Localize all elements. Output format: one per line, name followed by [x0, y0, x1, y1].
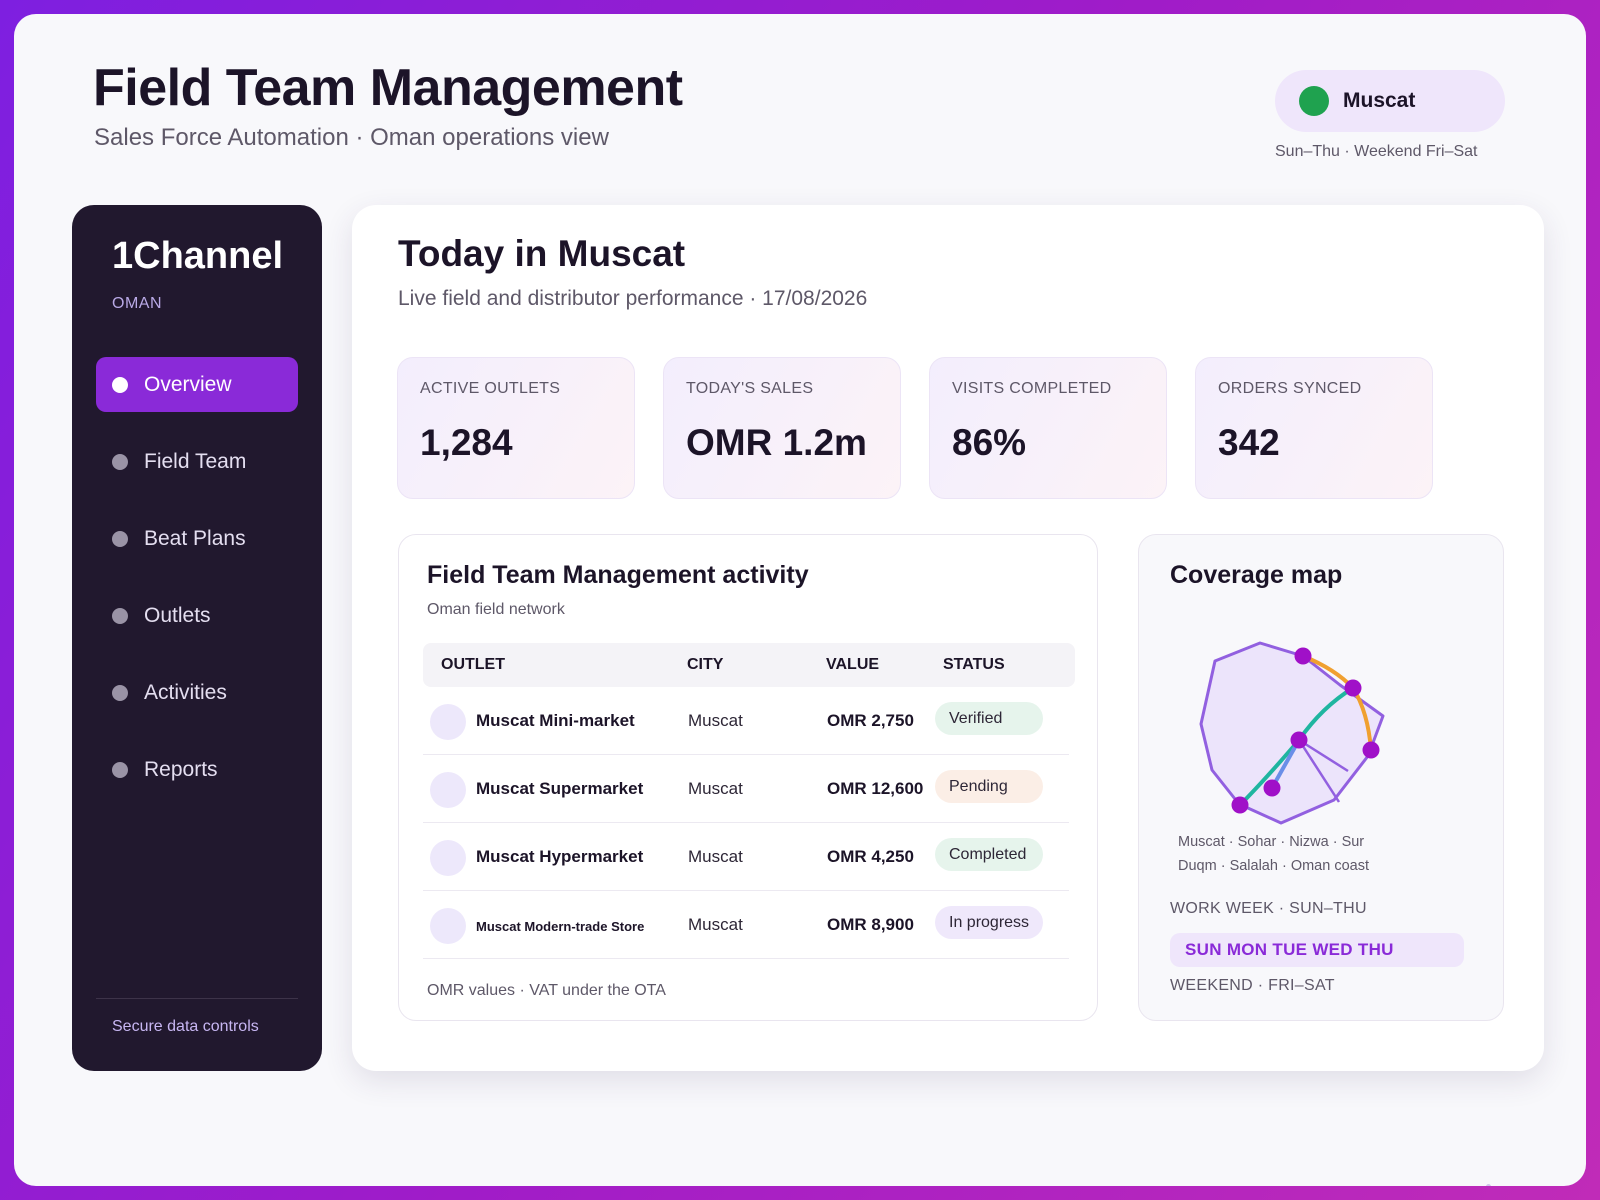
main-title: Today in Muscat	[398, 233, 686, 274]
map-node	[1362, 741, 1380, 759]
map-node	[1290, 731, 1308, 749]
outlet-value: OMR 12,600	[827, 779, 924, 798]
sidebar-item-label: Reports	[144, 757, 218, 781]
sidebar-item-outlets[interactable]: Outlets	[96, 588, 298, 643]
activity-subtitle: Oman field network	[427, 601, 565, 618]
coverage-card: Coverage map Muscat · Sohar · Nizwa · Su…	[1138, 534, 1504, 1021]
avatar	[430, 704, 466, 740]
weekend-label: WEEKEND · FRI–SAT	[1170, 977, 1335, 994]
region-note: Sun–Thu · Weekend Fri–Sat	[1275, 143, 1478, 160]
outlet-value: OMR 8,900	[827, 915, 914, 934]
coverage-map[interactable]	[1139, 535, 1505, 835]
kpi-card-visits-completed: VISITS COMPLETED 86%	[929, 357, 1167, 499]
outlet-name: Muscat Hypermarket	[476, 847, 644, 866]
kpi-value: 86%	[952, 422, 1027, 463]
bullet-icon	[112, 761, 128, 778]
map-node	[1344, 679, 1362, 697]
sidebar-item-reports[interactable]: Reports	[96, 742, 298, 797]
outlet-name: Muscat Mini-market	[476, 711, 635, 730]
status-badge: Completed	[935, 838, 1043, 871]
kpi-card-active-outlets: ACTIVE OUTLETS 1,284	[397, 357, 635, 499]
sidebar-item-field-team[interactable]: Field Team	[96, 434, 298, 489]
map-node	[1294, 647, 1312, 665]
status-dot-icon	[1299, 86, 1329, 116]
bullet-icon	[112, 684, 128, 701]
region-name: Muscat	[1343, 89, 1416, 112]
sidebar-item-overview[interactable]: Overview	[96, 357, 298, 412]
outlet-name: Muscat Modern-trade Store	[476, 919, 645, 934]
kpi-value: 342	[1218, 422, 1280, 463]
outlet-city: Muscat	[688, 847, 743, 866]
work-week-label: WORK WEEK · SUN–THU	[1170, 900, 1367, 917]
outlet-city: Muscat	[688, 779, 743, 798]
outlet-value: OMR 4,250	[827, 847, 914, 866]
page-title: Field Team Management	[93, 59, 683, 117]
table-header: OUTLET CITY VALUE STATUS	[423, 643, 1075, 687]
main-panel: Today in Muscat Live field and distribut…	[352, 205, 1544, 1071]
avatar	[430, 840, 466, 876]
page-subtitle: Sales Force Automation · Oman operations…	[94, 124, 609, 151]
avatar	[430, 908, 466, 944]
coverage-cities: Muscat · Sohar · Nizwa · Sur Duqm · Sala…	[1178, 830, 1438, 878]
bullet-icon	[112, 530, 128, 547]
sidebar-item-beat-plans[interactable]: Beat Plans	[96, 511, 298, 566]
avatar	[430, 772, 466, 808]
route-blue	[1270, 739, 1301, 789]
brand-country: OMAN	[112, 295, 162, 312]
sidebar-divider	[96, 998, 298, 999]
map-region-border	[1298, 738, 1349, 773]
outlet-value: OMR 2,750	[827, 711, 914, 730]
sidebar-nav: Overview Field Team Beat Plans Outlets A…	[96, 357, 298, 819]
status-badge: Pending	[935, 770, 1043, 803]
kpi-card-orders-synced: ORDERS SYNCED 342	[1195, 357, 1433, 499]
sidebar-item-label: Field Team	[144, 449, 247, 473]
table-row[interactable]: Muscat Supermarket Muscat OMR 12,600 Pen…	[423, 755, 1069, 823]
table-row[interactable]: Muscat Mini-market Muscat OMR 2,750 Veri…	[423, 687, 1069, 755]
kpi-value: OMR 1.2m	[686, 422, 867, 463]
kpi-label: VISITS COMPLETED	[952, 380, 1112, 397]
work-days-badge: SUN MON TUE WED THU	[1170, 933, 1464, 967]
sidebar-item-activities[interactable]: Activities	[96, 665, 298, 720]
sidebar-item-label: Activities	[144, 680, 227, 704]
map-region-outline	[1199, 641, 1385, 825]
sidebar-item-label: Beat Plans	[144, 526, 246, 550]
outlet-city: Muscat	[688, 711, 743, 730]
column-header-outlet[interactable]: OUTLET	[441, 656, 505, 673]
kpi-value: 1,284	[420, 422, 513, 463]
bullet-icon	[112, 453, 128, 470]
column-header-value[interactable]: VALUE	[826, 656, 880, 673]
map-node	[1231, 796, 1249, 814]
secure-data-link[interactable]: Secure data controls	[112, 1018, 259, 1035]
map-node	[1263, 779, 1281, 797]
kpi-card-todays-sales: TODAY'S SALES OMR 1.2m	[663, 357, 901, 499]
outlet-name: Muscat Supermarket	[476, 779, 644, 798]
coverage-cities-line: Muscat · Sohar · Nizwa · Sur	[1178, 834, 1365, 850]
kpi-label: TODAY'S SALES	[686, 380, 814, 397]
corner-dot	[1486, 1184, 1491, 1186]
column-header-city[interactable]: CITY	[687, 656, 724, 673]
region-selector[interactable]: Muscat	[1275, 70, 1505, 132]
app-frame: Field Team Management Sales Force Automa…	[14, 14, 1586, 1186]
outlet-city: Muscat	[688, 915, 743, 934]
activity-footnote: OMR values · VAT under the OTA	[427, 982, 666, 999]
activity-card: Field Team Management activity Oman fiel…	[398, 534, 1098, 1021]
column-header-status[interactable]: STATUS	[943, 656, 1005, 673]
sidebar-item-label: Overview	[144, 372, 232, 396]
brand-logo: 1Channel	[112, 235, 284, 277]
bullet-icon	[112, 607, 128, 624]
sidebar-item-label: Outlets	[144, 603, 211, 627]
coverage-cities-line: Duqm · Salalah · Oman coast	[1178, 858, 1369, 874]
kpi-label: ORDERS SYNCED	[1218, 380, 1362, 397]
main-subtitle: Live field and distributor performance ·…	[398, 287, 868, 310]
table-row[interactable]: Muscat Modern-trade Store Muscat OMR 8,9…	[423, 891, 1069, 959]
bullet-icon	[112, 376, 128, 393]
status-badge: In progress	[935, 906, 1043, 939]
map-region-border	[1297, 739, 1341, 803]
status-badge: Verified	[935, 702, 1043, 735]
sidebar: 1Channel OMAN Overview Field Team Beat P…	[72, 205, 322, 1071]
coverage-title: Coverage map	[1170, 561, 1343, 589]
table-row[interactable]: Muscat Hypermarket Muscat OMR 4,250 Comp…	[423, 823, 1069, 891]
activity-title: Field Team Management activity	[427, 561, 809, 589]
kpi-label: ACTIVE OUTLETS	[420, 380, 561, 397]
